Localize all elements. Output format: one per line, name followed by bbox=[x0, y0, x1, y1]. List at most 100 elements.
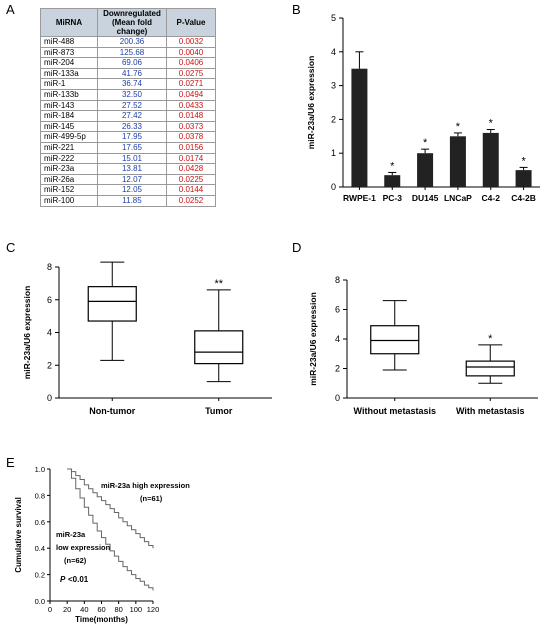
survival-curve bbox=[67, 468, 154, 549]
significance-marker: * bbox=[489, 118, 494, 130]
mirna-name-cell: miR-143 bbox=[40, 99, 98, 112]
annotation-low-line1: miR-23a bbox=[56, 530, 86, 539]
bar bbox=[351, 68, 368, 187]
y-tick-label: 0.0 bbox=[35, 597, 45, 606]
p-value-cell: 0.0174 bbox=[166, 152, 216, 165]
x-tick-label: C4-2 bbox=[482, 193, 501, 203]
box-plot-d: 0 2 4 6 8 Without metastasis * With metastasis m… bbox=[308, 275, 538, 416]
p-value-cell: 0.0428 bbox=[166, 163, 216, 175]
x-tick-label: RWPE-1 bbox=[343, 193, 376, 203]
y-tick-label: 2 bbox=[331, 114, 336, 124]
x-tick-label: 60 bbox=[97, 605, 105, 614]
x-tick-label: 0 bbox=[48, 605, 52, 614]
table-row: miR-133a 41.76 0.0275 bbox=[40, 67, 216, 80]
table-row: miR-499-5p 17.95 0.0378 bbox=[40, 131, 216, 143]
fold-change-cell: 17.65 bbox=[97, 141, 167, 154]
mirna-name-cell: miR-133b bbox=[40, 88, 98, 101]
fold-change-cell: 41.76 bbox=[97, 67, 167, 80]
y-tick-label: 0 bbox=[335, 393, 340, 403]
y-tick-label: 0 bbox=[331, 182, 336, 192]
y-tick-label: 1 bbox=[331, 148, 336, 158]
table-row: miR-488 200.36 0.0032 bbox=[40, 36, 216, 48]
x-tick-label: Tumor bbox=[205, 406, 233, 416]
y-tick-label: 0.2 bbox=[35, 571, 45, 580]
panel-label-d: D bbox=[292, 240, 302, 255]
y-tick-label: 8 bbox=[335, 275, 340, 285]
fold-change-cell: 27.52 bbox=[97, 99, 167, 112]
y-tick-label: 0 bbox=[47, 393, 52, 403]
header-fold-change: Downregulated (Mean fold change) bbox=[97, 8, 167, 37]
fold-change-cell: 26.33 bbox=[97, 120, 167, 133]
table-body: miR-488 200.36 0.0032 miR-873 125.68 0.0040 mi… bbox=[40, 36, 216, 207]
annotation-p-value: <0.01 bbox=[68, 575, 89, 584]
fold-change-cell: 69.06 bbox=[97, 57, 167, 69]
p-value-cell: 0.0252 bbox=[166, 194, 216, 207]
table-row: miR-1 36.74 0.0271 bbox=[40, 78, 216, 90]
survival-curve-e: 0.0 0.2 0.4 0.6 0.8 1.0 0 20 40 60 80 100 120 miR-23a… bbox=[14, 465, 190, 624]
box bbox=[87, 286, 137, 322]
p-value-cell: 0.0040 bbox=[166, 46, 216, 59]
bar bbox=[417, 153, 434, 187]
fold-change-cell: 17.95 bbox=[97, 131, 167, 143]
box bbox=[194, 330, 244, 365]
y-tick-label: 4 bbox=[331, 47, 336, 57]
annotation-p-label: P bbox=[60, 575, 66, 584]
y-axis-label: miR-23a/U6 expression bbox=[306, 56, 316, 150]
y-tick-label: 2 bbox=[47, 360, 52, 370]
fold-change-cell: 12.05 bbox=[97, 184, 167, 196]
table-header-row: MiRNA Downregulated (Mean fold change) P… bbox=[40, 8, 216, 37]
significance-marker: * bbox=[456, 121, 461, 133]
box bbox=[465, 360, 515, 377]
x-tick-label: Without metastasis bbox=[354, 406, 436, 416]
fold-change-cell: 27.42 bbox=[97, 110, 167, 122]
x-tick-label: 120 bbox=[147, 605, 160, 614]
x-tick-label: With metastasis bbox=[456, 406, 524, 416]
table-row: miR-145 26.33 0.0373 bbox=[40, 120, 216, 133]
table-row: miR-222 15.01 0.0174 bbox=[40, 152, 216, 165]
mirna-name-cell: miR-221 bbox=[40, 141, 98, 154]
p-value-cell: 0.0032 bbox=[166, 36, 216, 48]
fold-change-cell: 32.50 bbox=[97, 88, 167, 101]
significance-marker: * bbox=[423, 137, 428, 149]
y-tick-label: 0.6 bbox=[35, 518, 45, 527]
bar-chart-b: 0 1 2 3 4 5 RWPE-1 * PC-3 * DU145 * LNCaP * C4-2 * C4-2B… bbox=[306, 13, 540, 203]
fold-change-cell: 125.68 bbox=[97, 46, 167, 59]
x-tick-label: 20 bbox=[63, 605, 71, 614]
y-tick-label: 5 bbox=[331, 13, 336, 23]
fold-change-cell: 12.07 bbox=[97, 173, 167, 186]
panel-label-e: E bbox=[6, 455, 15, 470]
bar bbox=[515, 170, 532, 187]
p-value-cell: 0.0225 bbox=[166, 173, 216, 186]
x-tick-label: PC-3 bbox=[383, 193, 403, 203]
y-axis-label: miR-23a/U6 expression bbox=[22, 286, 32, 380]
p-value-cell: 0.0373 bbox=[166, 120, 216, 133]
y-tick-label: 2 bbox=[335, 364, 340, 374]
mirna-name-cell: miR-145 bbox=[40, 120, 98, 133]
mirna-name-cell: miR-23a bbox=[40, 163, 98, 175]
p-value-cell: 0.0433 bbox=[166, 99, 216, 112]
y-tick-label: 6 bbox=[335, 305, 340, 315]
panel-label-c: C bbox=[6, 240, 16, 255]
fold-change-cell: 15.01 bbox=[97, 152, 167, 165]
y-tick-label: 8 bbox=[47, 262, 52, 272]
y-tick-label: 4 bbox=[47, 328, 52, 338]
p-value-cell: 0.0144 bbox=[166, 184, 216, 196]
mirna-name-cell: miR-26a bbox=[40, 173, 98, 186]
y-axis-label: miR-23a/U6 expression bbox=[308, 292, 318, 386]
header-mirna: MiRNA bbox=[40, 8, 98, 37]
annotation-low-line2: low expression bbox=[56, 543, 111, 552]
table-row: miR-152 12.05 0.0144 bbox=[40, 184, 216, 196]
table-row: miR-100 11.85 0.0252 bbox=[40, 194, 216, 207]
bar bbox=[482, 132, 499, 187]
x-tick-label: 100 bbox=[130, 605, 143, 614]
annotation-low-n: (n=62) bbox=[64, 556, 87, 565]
fold-change-cell: 11.85 bbox=[97, 194, 167, 207]
x-tick-label: 40 bbox=[80, 605, 88, 614]
fold-change-cell: 36.74 bbox=[97, 78, 167, 90]
annotation-high: miR-23a high expression bbox=[101, 481, 190, 490]
mirna-name-cell: miR-204 bbox=[40, 57, 98, 69]
table-row: miR-873 125.68 0.0040 bbox=[40, 46, 216, 59]
p-value-cell: 0.0156 bbox=[166, 141, 216, 154]
mirna-name-cell: miR-222 bbox=[40, 152, 98, 165]
panel-label-a: A bbox=[6, 2, 15, 17]
